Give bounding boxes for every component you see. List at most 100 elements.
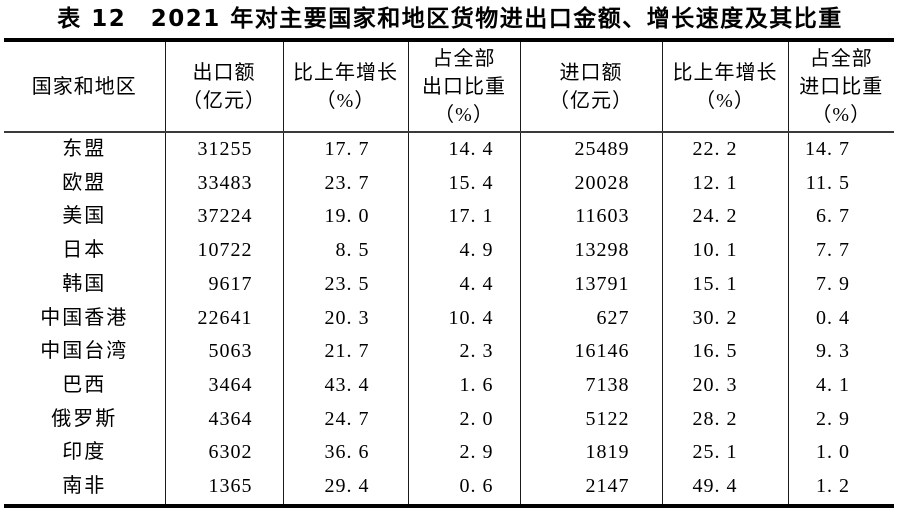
cell-import-share: 0. 4 — [787, 301, 894, 336]
column-header-line: 出口比重 — [422, 75, 506, 98]
cell-export-growth: 21. 7 — [282, 335, 408, 369]
cell-export-growth: 36. 6 — [282, 436, 408, 471]
cell-import-growth: 15. 1 — [661, 267, 788, 302]
cell-region: 美国 — [62, 205, 107, 228]
column-header-line: 进口额 — [559, 61, 623, 84]
cell-import-value: 2147 — [519, 470, 662, 506]
cell-region: 韩国 — [62, 272, 107, 295]
cell-export-share: 4. 4 — [407, 267, 520, 302]
column-header-region: 国家和地区 — [4, 40, 165, 133]
column-header-import-growth: 比上年增长 （%） — [661, 40, 788, 133]
cell-region: 中国香港 — [40, 306, 129, 329]
cell-export-share: 2. 0 — [407, 402, 520, 437]
column-header-line: （%） — [811, 103, 872, 126]
cell-region: 中国台湾 — [40, 340, 129, 363]
cell-region: 俄罗斯 — [51, 407, 118, 430]
cell-import-value: 13791 — [519, 267, 662, 302]
table-row: 巴西 3464 43. 4 1. 6 7138 20. 3 4. 1 — [4, 368, 894, 403]
cell-export-growth: 20. 3 — [282, 301, 408, 336]
column-header-line: （亿元） — [182, 89, 266, 112]
cell-export-value: 37224 — [164, 200, 283, 235]
column-header-export-growth: 比上年增长 （%） — [282, 40, 408, 133]
table-row: 日本 10722 8. 5 4. 9 13298 10. 1 7. 7 — [4, 234, 894, 268]
table-row: 中国香港 22641 20. 3 10. 4 627 30. 2 0. 4 — [4, 301, 894, 336]
cell-export-growth: 23. 7 — [282, 166, 408, 201]
cell-import-share: 11. 5 — [787, 166, 894, 201]
table-title: 表 12 2021 年对主要国家和地区货物进出口金额、增长速度及其比重 — [57, 6, 843, 32]
cell-import-growth: 16. 5 — [661, 335, 788, 369]
cell-export-value: 9617 — [164, 267, 283, 302]
cell-export-share: 2. 9 — [407, 436, 520, 471]
table-row: 美国 37224 19. 0 17. 1 11603 24. 2 6. 7 — [4, 200, 894, 235]
cell-export-growth: 24. 7 — [282, 402, 408, 437]
cell-region: 东盟 — [62, 138, 107, 160]
cell-export-value: 3464 — [164, 368, 283, 403]
cell-import-growth: 22. 2 — [661, 132, 788, 167]
cell-export-value: 5063 — [164, 335, 283, 369]
cell-export-value: 1365 — [164, 470, 283, 506]
cell-import-growth: 12. 1 — [661, 166, 788, 201]
cell-export-growth: 17. 7 — [282, 132, 408, 167]
cell-import-value: 1819 — [519, 436, 662, 471]
cell-export-value: 31255 — [164, 132, 283, 167]
table-header: 国家和地区 出口额 （亿元） 比上年增长 （%） 占全部 出口比重 （%） 进口… — [4, 40, 894, 133]
cell-import-growth: 20. 3 — [661, 368, 788, 403]
column-header-line: 占全部 — [809, 47, 873, 70]
cell-import-value: 5122 — [519, 402, 662, 437]
cell-import-growth: 30. 2 — [661, 301, 788, 336]
cell-region: 巴西 — [62, 373, 107, 396]
cell-import-value: 7138 — [519, 368, 662, 403]
cell-export-value: 4364 — [164, 402, 283, 437]
column-header-line: （%） — [434, 103, 494, 126]
cell-export-growth: 43. 4 — [282, 368, 408, 403]
cell-import-share: 14. 7 — [787, 132, 894, 167]
table-row: 欧盟 33483 23. 7 15. 4 20028 12. 1 11. 5 — [4, 166, 894, 201]
cell-import-growth: 25. 1 — [661, 436, 788, 471]
cell-import-value: 25489 — [519, 132, 662, 167]
cell-region: 欧盟 — [62, 171, 107, 194]
cell-import-share: 1. 2 — [787, 470, 894, 506]
column-header-line: 占全部 — [432, 47, 496, 70]
cell-export-share: 1. 6 — [407, 368, 520, 403]
table-body: 东盟 31255 17. 7 14. 4 25489 22. 2 14. 7 欧… — [4, 132, 894, 506]
cell-export-share: 14. 4 — [407, 132, 520, 167]
column-header-line: （%） — [315, 89, 376, 112]
column-header-import-value: 进口额 （亿元） — [519, 40, 662, 133]
cell-import-share: 1. 0 — [787, 436, 894, 471]
column-header-line: （%） — [695, 89, 755, 112]
column-header-export-value: 出口额 （亿元） — [164, 40, 283, 133]
table-row: 韩国 9617 23. 5 4. 4 13791 15. 1 7. 9 — [4, 267, 894, 302]
cell-export-share: 0. 6 — [407, 470, 520, 506]
cell-import-growth: 10. 1 — [661, 234, 788, 268]
cell-export-growth: 29. 4 — [282, 470, 408, 506]
table-row: 中国台湾 5063 21. 7 2. 3 16146 16. 5 9. 3 — [4, 335, 894, 369]
cell-export-share: 4. 9 — [407, 234, 520, 268]
column-header-export-share: 占全部 出口比重 （%） — [407, 40, 520, 133]
table-row: 印度 6302 36. 6 2. 9 1819 25. 1 1. 0 — [4, 436, 894, 471]
cell-import-growth: 49. 4 — [661, 470, 788, 506]
cell-region: 印度 — [62, 441, 107, 464]
cell-import-value: 11603 — [519, 200, 662, 235]
cell-import-value: 13298 — [519, 234, 662, 268]
cell-import-share: 7. 9 — [787, 267, 894, 302]
cell-export-share: 15. 4 — [407, 166, 520, 201]
column-header-line: 出口额 — [192, 61, 256, 84]
column-header-line: 进口比重 — [799, 75, 884, 98]
cell-export-share: 17. 1 — [407, 200, 520, 235]
import-export-table: 国家和地区 出口额 （亿元） 比上年增长 （%） 占全部 出口比重 （%） 进口… — [4, 38, 894, 508]
cell-import-share: 7. 7 — [787, 234, 894, 268]
cell-export-growth: 23. 5 — [282, 267, 408, 302]
cell-import-value: 627 — [519, 301, 662, 336]
column-header-line: 比上年增长 — [672, 61, 778, 84]
cell-import-growth: 28. 2 — [661, 402, 788, 437]
header-row: 国家和地区 出口额 （亿元） 比上年增长 （%） 占全部 出口比重 （%） 进口… — [4, 40, 894, 133]
table-row: 南非 1365 29. 4 0. 6 2147 49. 4 1. 2 — [4, 470, 894, 506]
cell-region: 南非 — [62, 475, 107, 498]
cell-import-share: 6. 7 — [787, 200, 894, 235]
column-header-line: 国家和地区 — [31, 75, 137, 98]
cell-import-value: 20028 — [519, 166, 662, 201]
cell-export-growth: 8. 5 — [282, 234, 408, 268]
cell-import-share: 4. 1 — [787, 368, 894, 403]
column-header-import-share: 占全部 进口比重 （%） — [787, 40, 894, 133]
